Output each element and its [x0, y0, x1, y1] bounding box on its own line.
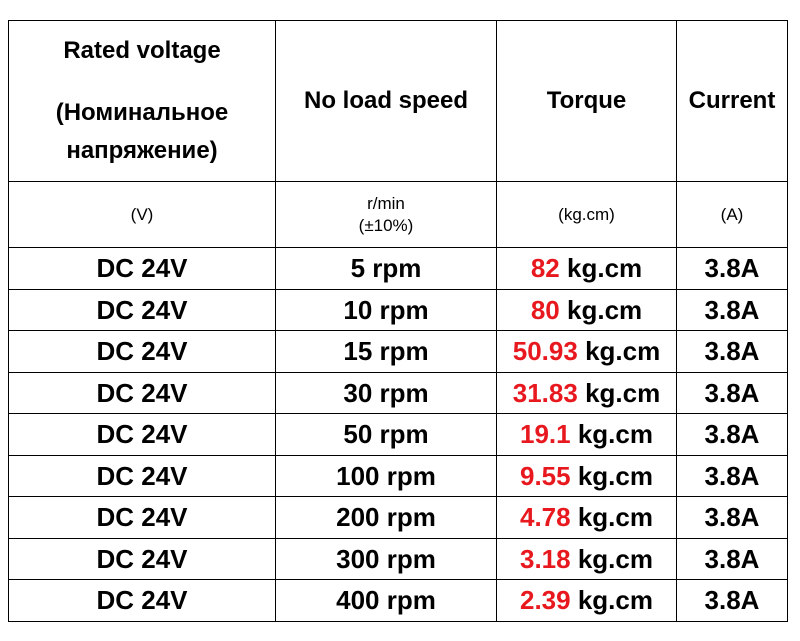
current-cell: 3.8A — [676, 413, 788, 456]
torque-unit: kg.cm — [567, 294, 643, 325]
table-row: DC 24V 50 rpm 19.1 kg.cm 3.8A — [8, 413, 788, 456]
table-row: DC 24V 200 rpm 4.78 kg.cm 3.8A — [8, 496, 788, 539]
speed-cell: 15 rpm — [275, 330, 497, 373]
torque-cell: 4.78 kg.cm — [496, 496, 677, 539]
torque-value: 50.93 — [512, 336, 578, 367]
table-row: DC 24V 15 rpm 50.93 kg.cm 3.8A — [8, 330, 788, 373]
current-cell: 3.8A — [676, 537, 788, 580]
header-voltage-line: Rated voltage — [63, 37, 221, 64]
torque-unit: kg.cm — [577, 543, 653, 574]
torque-cell: 3.18 kg.cm — [496, 537, 677, 580]
torque-value: 3.18 — [520, 543, 571, 574]
speed-cell: 30 rpm — [275, 371, 497, 414]
motor-spec-table: Rated voltage (Номинальное напряжение) N… — [8, 20, 788, 622]
torque-cell: 50.93 kg.cm — [496, 330, 677, 373]
voltage-cell: DC 24V — [8, 413, 276, 456]
speed-cell: 300 rpm — [275, 537, 497, 580]
torque-cell: 82 kg.cm — [496, 247, 677, 290]
header-voltage: Rated voltage (Номинальное напряжение) — [8, 20, 276, 182]
torque-cell: 2.39 kg.cm — [496, 579, 677, 622]
current-cell: 3.8A — [676, 454, 788, 497]
unit-voltage: (V) — [8, 181, 276, 248]
torque-unit: kg.cm — [577, 502, 653, 533]
voltage-cell: DC 24V — [8, 288, 276, 331]
current-cell: 3.8A — [676, 288, 788, 331]
voltage-cell: DC 24V — [8, 330, 276, 373]
torque-cell: 31.83 kg.cm — [496, 371, 677, 414]
torque-unit: kg.cm — [577, 585, 653, 616]
table-row: DC 24V 30 rpm 31.83 kg.cm 3.8A — [8, 371, 788, 414]
torque-value: 4.78 — [520, 502, 571, 533]
torque-unit: kg.cm — [567, 253, 643, 284]
torque-value: 82 — [530, 253, 560, 284]
speed-cell: 10 rpm — [275, 288, 497, 331]
unit-speed-line: r/min — [367, 193, 405, 213]
current-cell: 3.8A — [676, 579, 788, 622]
voltage-cell: DC 24V — [8, 496, 276, 539]
torque-value: 31.83 — [512, 377, 578, 408]
current-cell: 3.8A — [676, 371, 788, 414]
table-row: DC 24V 400 rpm 2.39 kg.cm 3.8A — [8, 579, 788, 622]
torque-unit: kg.cm — [585, 377, 661, 408]
speed-cell: 400 rpm — [275, 579, 497, 622]
speed-cell: 100 rpm — [275, 454, 497, 497]
speed-cell: 50 rpm — [275, 413, 497, 456]
torque-value: 9.55 — [520, 460, 571, 491]
speed-cell: 5 rpm — [275, 247, 497, 290]
current-cell: 3.8A — [676, 496, 788, 539]
unit-speed-line: (±10%) — [358, 215, 414, 235]
header-torque: Torque — [496, 20, 677, 182]
current-cell: 3.8A — [676, 247, 788, 290]
unit-row: (V) r/min (±10%) (kg.cm) (A) — [8, 181, 788, 248]
torque-value: 19.1 — [520, 419, 571, 450]
table-row: DC 24V 5 rpm 82 kg.cm 3.8A — [8, 247, 788, 290]
torque-value: 2.39 — [520, 585, 571, 616]
torque-unit: kg.cm — [577, 460, 653, 491]
header-voltage-line: напряжение) — [66, 137, 218, 164]
torque-cell: 19.1 kg.cm — [496, 413, 677, 456]
torque-cell: 9.55 kg.cm — [496, 454, 677, 497]
torque-unit: kg.cm — [577, 419, 653, 450]
speed-cell: 200 rpm — [275, 496, 497, 539]
header-voltage-line: (Номинальное — [55, 99, 229, 126]
table-row: DC 24V 100 rpm 9.55 kg.cm 3.8A — [8, 454, 788, 497]
voltage-cell: DC 24V — [8, 247, 276, 290]
header-current: Current — [676, 20, 788, 182]
voltage-cell: DC 24V — [8, 537, 276, 580]
torque-value: 80 — [530, 294, 560, 325]
unit-torque: (kg.cm) — [496, 181, 677, 248]
current-cell: 3.8A — [676, 330, 788, 373]
voltage-cell: DC 24V — [8, 454, 276, 497]
torque-cell: 80 kg.cm — [496, 288, 677, 331]
voltage-cell: DC 24V — [8, 579, 276, 622]
header-speed: No load speed — [275, 20, 497, 182]
header-row: Rated voltage (Номинальное напряжение) N… — [8, 20, 788, 182]
table-row: DC 24V 300 rpm 3.18 kg.cm 3.8A — [8, 537, 788, 580]
table-row: DC 24V 10 rpm 80 kg.cm 3.8A — [8, 288, 788, 331]
torque-unit: kg.cm — [585, 336, 661, 367]
unit-speed: r/min (±10%) — [275, 181, 497, 248]
unit-current: (A) — [676, 181, 788, 248]
voltage-cell: DC 24V — [8, 371, 276, 414]
